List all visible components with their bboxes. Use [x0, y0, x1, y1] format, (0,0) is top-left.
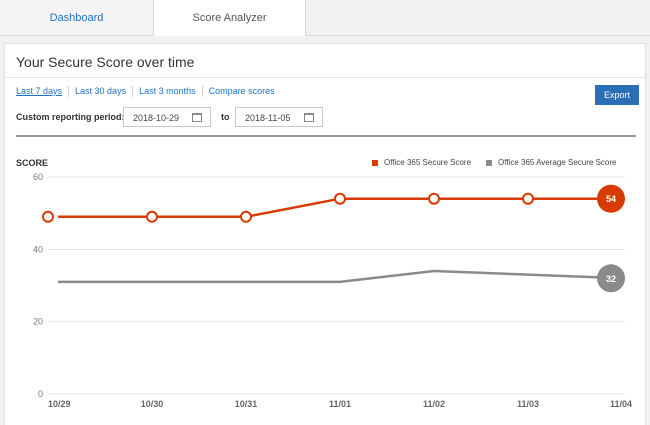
data-point-secure-score	[146, 210, 158, 223]
y-tick-label: 0	[38, 389, 43, 399]
legend-item-secure-score: Office 365 Secure Score	[372, 158, 471, 167]
end-label-secure-score: 54	[606, 194, 616, 204]
calendar-icon[interactable]	[192, 113, 202, 122]
legend-label-average-score: Office 365 Average Secure Score	[498, 158, 617, 167]
start-date-value: 2018-10-29	[133, 113, 180, 123]
filter-last-3-months[interactable]: Last 3 months	[132, 86, 202, 97]
x-tick-label: 10/29	[48, 399, 71, 409]
chart-y-label: SCORE	[16, 158, 49, 168]
custom-period-label: Custom reporting period:	[16, 112, 125, 122]
tab-dashboard[interactable]: Dashboard	[0, 0, 153, 36]
y-tick-label: 20	[33, 317, 43, 327]
x-tick-label: 10/31	[235, 399, 258, 409]
tab-bar-filler	[306, 0, 650, 36]
filter-last-30-days[interactable]: Last 30 days	[68, 86, 132, 97]
y-tick-label: 60	[33, 172, 43, 182]
legend-item-average-score: Office 365 Average Secure Score	[486, 158, 616, 167]
chart-legend: Office 365 Secure Score Office 365 Avera…	[372, 158, 631, 167]
tab-score-analyzer[interactable]: Score Analyzer	[153, 0, 306, 36]
end-date-field[interactable]: 2018-11-05	[235, 107, 323, 127]
time-range-filters: Last 7 days Last 30 days Last 3 months C…	[16, 86, 281, 97]
start-date-field[interactable]: 2018-10-29	[123, 107, 211, 127]
data-point-secure-score	[428, 192, 440, 205]
score-over-time-panel: Your Secure Score over time Last 7 days …	[4, 43, 646, 425]
y-tick-label: 40	[33, 244, 43, 254]
x-tick-label: 11/03	[517, 399, 539, 409]
panel-divider	[5, 77, 645, 78]
legend-swatch-average-score	[486, 159, 493, 166]
tab-bar: Dashboard Score Analyzer	[0, 0, 650, 36]
x-tick-label: 10/30	[141, 399, 164, 409]
calendar-icon[interactable]	[304, 113, 314, 122]
data-point-secure-score	[334, 192, 346, 205]
x-tick-label: 11/02	[423, 399, 445, 409]
end-date-value: 2018-11-05	[245, 113, 291, 123]
panel-title: Your Secure Score over time	[16, 54, 195, 70]
legend-swatch-secure-score	[372, 159, 378, 166]
filter-compare-scores[interactable]: Compare scores	[201, 86, 281, 97]
x-tick-label: 11/04	[610, 399, 632, 409]
to-label: to	[221, 112, 230, 122]
end-label-average-score: 32	[606, 274, 616, 284]
end-badge-average-score	[597, 264, 625, 293]
export-button[interactable]: Export	[595, 85, 639, 105]
series-line-average-score	[58, 269, 623, 284]
filter-last-7-days[interactable]: Last 7 days	[16, 86, 63, 96]
section-divider	[16, 135, 636, 137]
data-point-secure-score	[240, 210, 252, 223]
custom-reporting-period: Custom reporting period: 2018-10-29 to 2…	[16, 107, 636, 129]
end-badge-secure-score	[597, 184, 625, 213]
legend-label-secure-score: Office 365 Secure Score	[384, 158, 472, 167]
data-point-secure-score	[522, 192, 534, 205]
x-tick-label: 11/01	[329, 399, 351, 409]
data-point-secure-score	[42, 210, 54, 223]
